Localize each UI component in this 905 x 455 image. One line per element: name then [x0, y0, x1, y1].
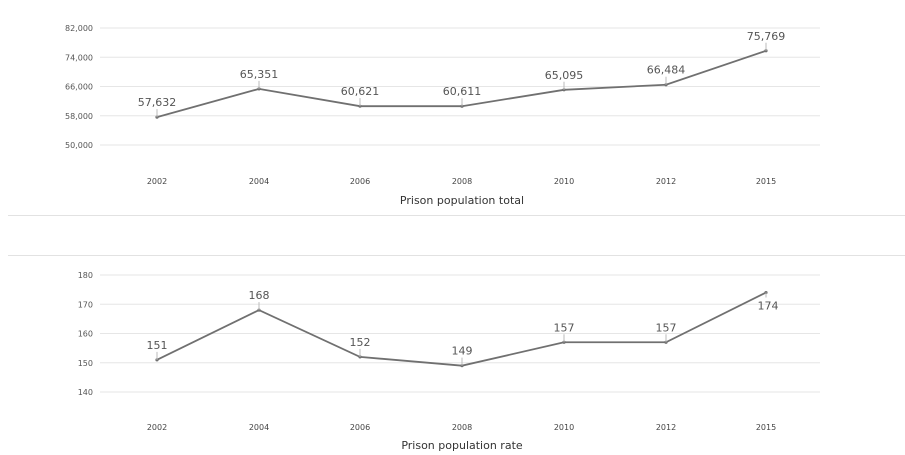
- x-tick-label: 2008: [452, 177, 472, 186]
- x-tick-label: 2012: [656, 423, 676, 432]
- data-label: 152: [350, 336, 371, 349]
- data-label: 65,095: [545, 69, 584, 82]
- x-axis-title: Prison population total: [400, 194, 524, 207]
- x-tick-label: 2004: [249, 177, 269, 186]
- y-tick-label: 74,000: [65, 53, 93, 62]
- data-label: 60,621: [341, 85, 380, 98]
- data-label: 75,769: [747, 30, 786, 43]
- y-tick-label: 66,000: [65, 83, 93, 92]
- y-tick-label: 50,000: [65, 141, 93, 150]
- y-tick-label: 58,000: [65, 112, 93, 121]
- x-tick-label: 2015: [756, 177, 776, 186]
- x-tick-label: 2002: [147, 177, 167, 186]
- x-tick-label: 2010: [554, 423, 574, 432]
- y-tick-label: 180: [78, 271, 93, 280]
- prison-population-total-chart: 82,000 74,000 66,000 58,000 50,000 2002 2004 20…: [65, 24, 820, 207]
- data-label: 65,351: [240, 68, 279, 81]
- y-tick-label: 82,000: [65, 24, 93, 33]
- x-tick-label: 2002: [147, 423, 167, 432]
- data-point: [155, 358, 159, 362]
- x-tick-label: 2012: [656, 177, 676, 186]
- data-point: [257, 308, 261, 312]
- x-tick-label: 2004: [249, 423, 269, 432]
- y-tick-label: 160: [78, 330, 93, 339]
- prison-population-rate-chart: 180 170 160 150 140 2002 2004 2006 2008 2010 2012 2…: [78, 271, 820, 452]
- data-label: 174: [758, 300, 779, 313]
- data-label: 149: [452, 345, 473, 358]
- x-tick-label: 2008: [452, 423, 472, 432]
- data-label: 157: [656, 321, 677, 334]
- data-point: [764, 290, 768, 295]
- x-tick-label: 2006: [350, 177, 370, 186]
- data-label: 66,484: [647, 64, 686, 77]
- section-divider-bottom: [8, 255, 905, 256]
- section-divider-top: [8, 215, 905, 216]
- x-tick-label: 2006: [350, 423, 370, 432]
- y-tick-label: 150: [78, 359, 93, 368]
- y-tick-label: 140: [78, 388, 93, 397]
- data-label: 151: [147, 339, 168, 352]
- data-label: 57,632: [138, 96, 177, 109]
- x-axis-title: Prison population rate: [401, 439, 523, 452]
- x-tick-label: 2015: [756, 423, 776, 432]
- data-label: 168: [249, 289, 270, 302]
- data-label: 157: [554, 321, 575, 334]
- data-point: [764, 49, 768, 53]
- x-tick-label: 2010: [554, 177, 574, 186]
- y-tick-label: 170: [78, 300, 93, 309]
- data-label: 60,611: [443, 85, 482, 98]
